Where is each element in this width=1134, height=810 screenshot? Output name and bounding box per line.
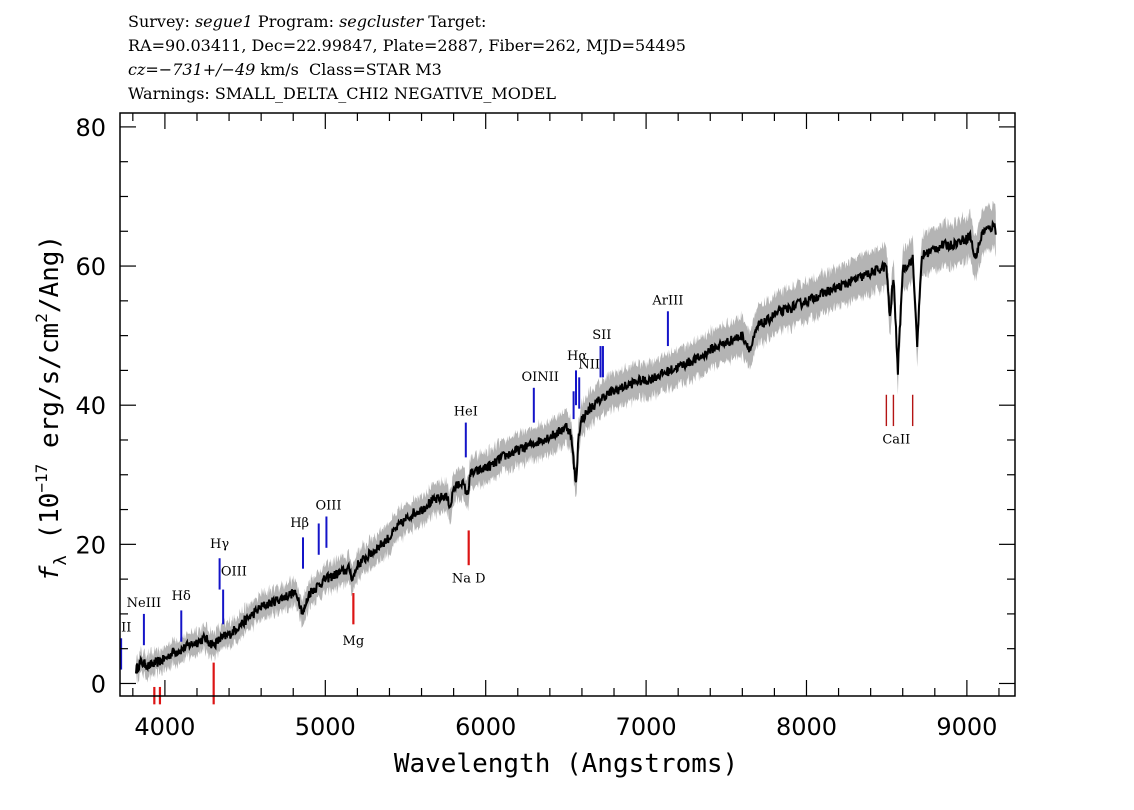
x-tick-label-8000: 8000 [776,713,837,741]
line-label-11: SII [592,328,611,343]
line-label-14: Na D [452,572,486,587]
survey-label: Survey: [128,12,190,31]
x-tick-label-5000: 5000 [295,713,356,741]
x-axis-title: Wavelength (Angstroms) [394,749,738,779]
line-label-8: OINII [522,370,559,385]
y-axis-exp2: 2 [32,313,51,323]
line-label-2: Hδ [172,589,191,604]
x-tick-label-7000: 7000 [616,713,677,741]
y-axis-tail: /Ang) [35,235,65,313]
error-band-layer [136,201,996,684]
program-value: segcluster [339,12,424,31]
plot-frame [119,112,1016,697]
header-line-2: RA=90.03411, Dec=22.99847, Plate=2887, F… [128,36,686,55]
spectrum-line [135,219,997,674]
y-tick-label-20: 20 [75,531,106,559]
spectral-lines-layer [120,311,914,705]
survey-value: segue1 [194,12,253,31]
y-tick-label-40: 40 [75,392,106,420]
axis-ticks: 4000 5000 6000 7000 8000 9000 0 20 40 60 80 [75,113,1015,741]
x-tick-label-9000: 9000 [936,713,997,741]
y-axis-units: erg/s/cm [35,323,65,464]
header-warnings: Warnings: SMALL_DELTA_CHI2 NEGATIVE_MODE… [128,84,557,103]
line-label-4: OIII [221,565,247,580]
y-axis-exp: −17 [32,464,51,493]
y-axis-f: f [35,565,65,581]
line-label-1: NeIII [127,596,161,611]
program-label: Program: [257,12,334,31]
line-label-0: II [121,620,131,635]
line-label-10: NII [578,357,600,372]
y-axis-main: (10 [35,493,65,556]
line-label-5: Hβ [290,516,309,531]
line-label-12: ArIII [651,293,683,308]
y-tick-label-0: 0 [91,670,106,698]
x-tick-label-6000: 6000 [455,713,516,741]
target-label: Target: [428,12,487,31]
x-tick-label-4000: 4000 [134,713,195,741]
redshift-value: cz=−731+/−49 [128,60,256,79]
header-line-1: Survey: segue1 Program: segcluster Targe… [128,12,486,32]
spectrum-layer [135,219,997,674]
y-axis-lambda: λ [51,555,71,565]
plot-border [119,112,1016,697]
error-band [136,201,996,684]
line-label-9: Hα [567,349,587,364]
class-info: km/s Class=STAR M3 [255,60,442,79]
y-tick-label-80: 80 [75,114,106,142]
line-label-6: OIII [315,499,341,514]
y-axis-title: fλ (10−17 erg/s/cm2/Ang) [32,235,71,581]
y-tick-label-60: 60 [75,253,106,281]
line-label-7: HeI [454,405,478,420]
line-label-3: Hγ [210,537,229,552]
header-line-3: cz=−731+/−49 km/s Class=STAR M3 [128,60,442,80]
line-label-15: CaII [882,432,910,447]
line-label-13: Mg [343,634,365,649]
